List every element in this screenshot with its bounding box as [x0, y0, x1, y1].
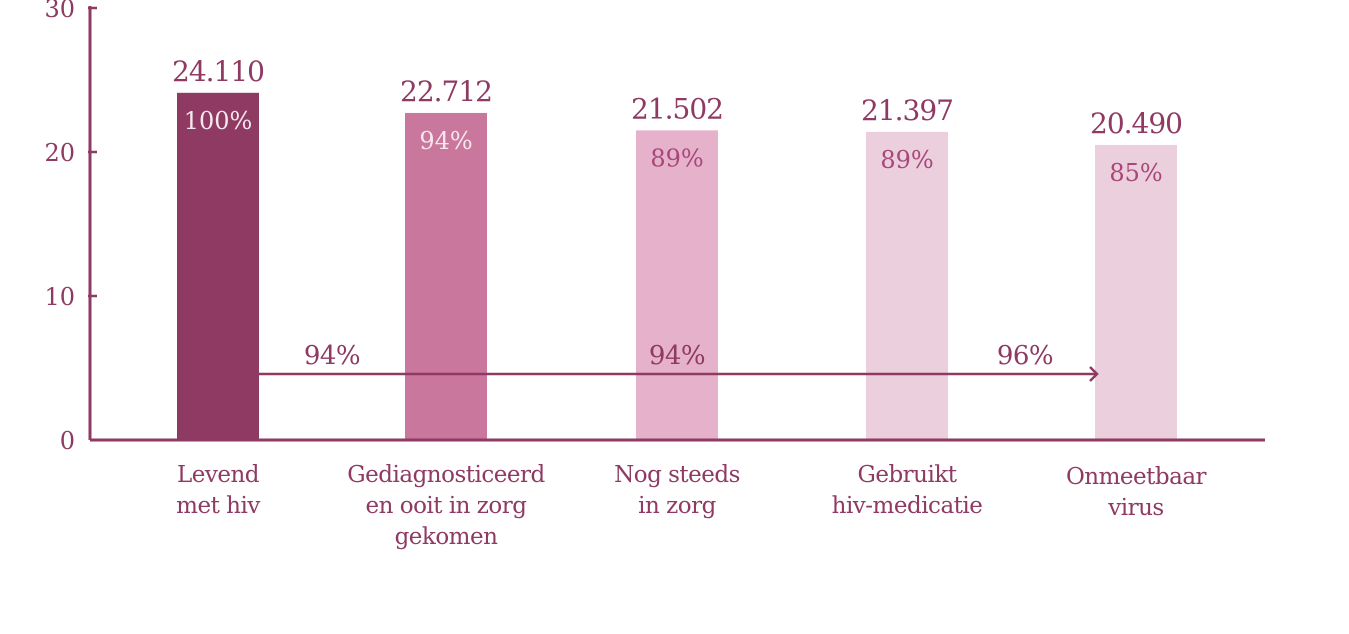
category-label: Gebruikt hiv-medicatie — [832, 462, 983, 519]
bar — [177, 92, 259, 440]
bar — [636, 130, 718, 440]
bars: 24.110 100% 22.712 94% 21.502 89% 21.397 89% 20.… — [172, 55, 1183, 441]
category-label-line: Levend — [177, 462, 260, 488]
bar-percent-label: 85% — [1109, 159, 1162, 187]
bar-percent-label: 89% — [650, 144, 703, 172]
bar-percent-label: 100% — [184, 107, 253, 135]
category-label-line: Gediagnosticeerd — [347, 462, 545, 488]
category-label-line: Gebruikt — [857, 462, 957, 488]
category-label: Levend met hiv — [176, 462, 260, 519]
bar-value-label: 22.712 — [400, 75, 492, 108]
bar-value-label: 20.490 — [1090, 107, 1182, 140]
category-label-line: in zorg — [638, 493, 716, 519]
category-label-line: Onmeetbaar — [1066, 464, 1207, 490]
category-label-line: virus — [1107, 495, 1163, 521]
category-label: Nog steeds in zorg — [614, 462, 740, 519]
arrow-percent-label: 96% — [997, 341, 1053, 371]
y-tick-label: 20 — [44, 139, 75, 167]
bar-value-label: 21.502 — [631, 92, 723, 125]
category-label-line: en ooit in zorg — [365, 493, 527, 519]
category-label: Gediagnosticeerd en ooit in zorg gekomen — [347, 462, 545, 550]
bar-percent-label: 94% — [419, 127, 472, 155]
y-tick-label: 0 — [60, 427, 75, 455]
arrow-head — [1089, 366, 1099, 382]
category-label-line: Nog steeds — [614, 462, 740, 488]
bar-percent-label: 89% — [880, 146, 933, 174]
category-label-line: hiv-medicatie — [832, 493, 983, 519]
arrow-percent-label: 94% — [649, 341, 705, 371]
conversion-arrow: 94% 94% 96% — [259, 341, 1099, 382]
y-tick-label: 30 — [44, 0, 75, 23]
bar-value-label: 24.110 — [172, 55, 264, 88]
bar — [1095, 144, 1177, 440]
x-axis: Levend met hiv Gediagnosticeerd en ooit in … — [90, 438, 1265, 550]
bar — [405, 112, 487, 440]
arrow-percent-label: 94% — [304, 341, 360, 371]
category-label-line: gekomen — [395, 524, 499, 550]
category-label-line: met hiv — [176, 493, 260, 519]
y-tick-label: 10 — [44, 283, 75, 311]
y-axis: 0 10 20 30 — [44, 0, 97, 455]
bar — [866, 131, 948, 441]
category-label: Onmeetbaar virus — [1066, 464, 1207, 521]
bar-value-label: 21.397 — [861, 94, 953, 127]
